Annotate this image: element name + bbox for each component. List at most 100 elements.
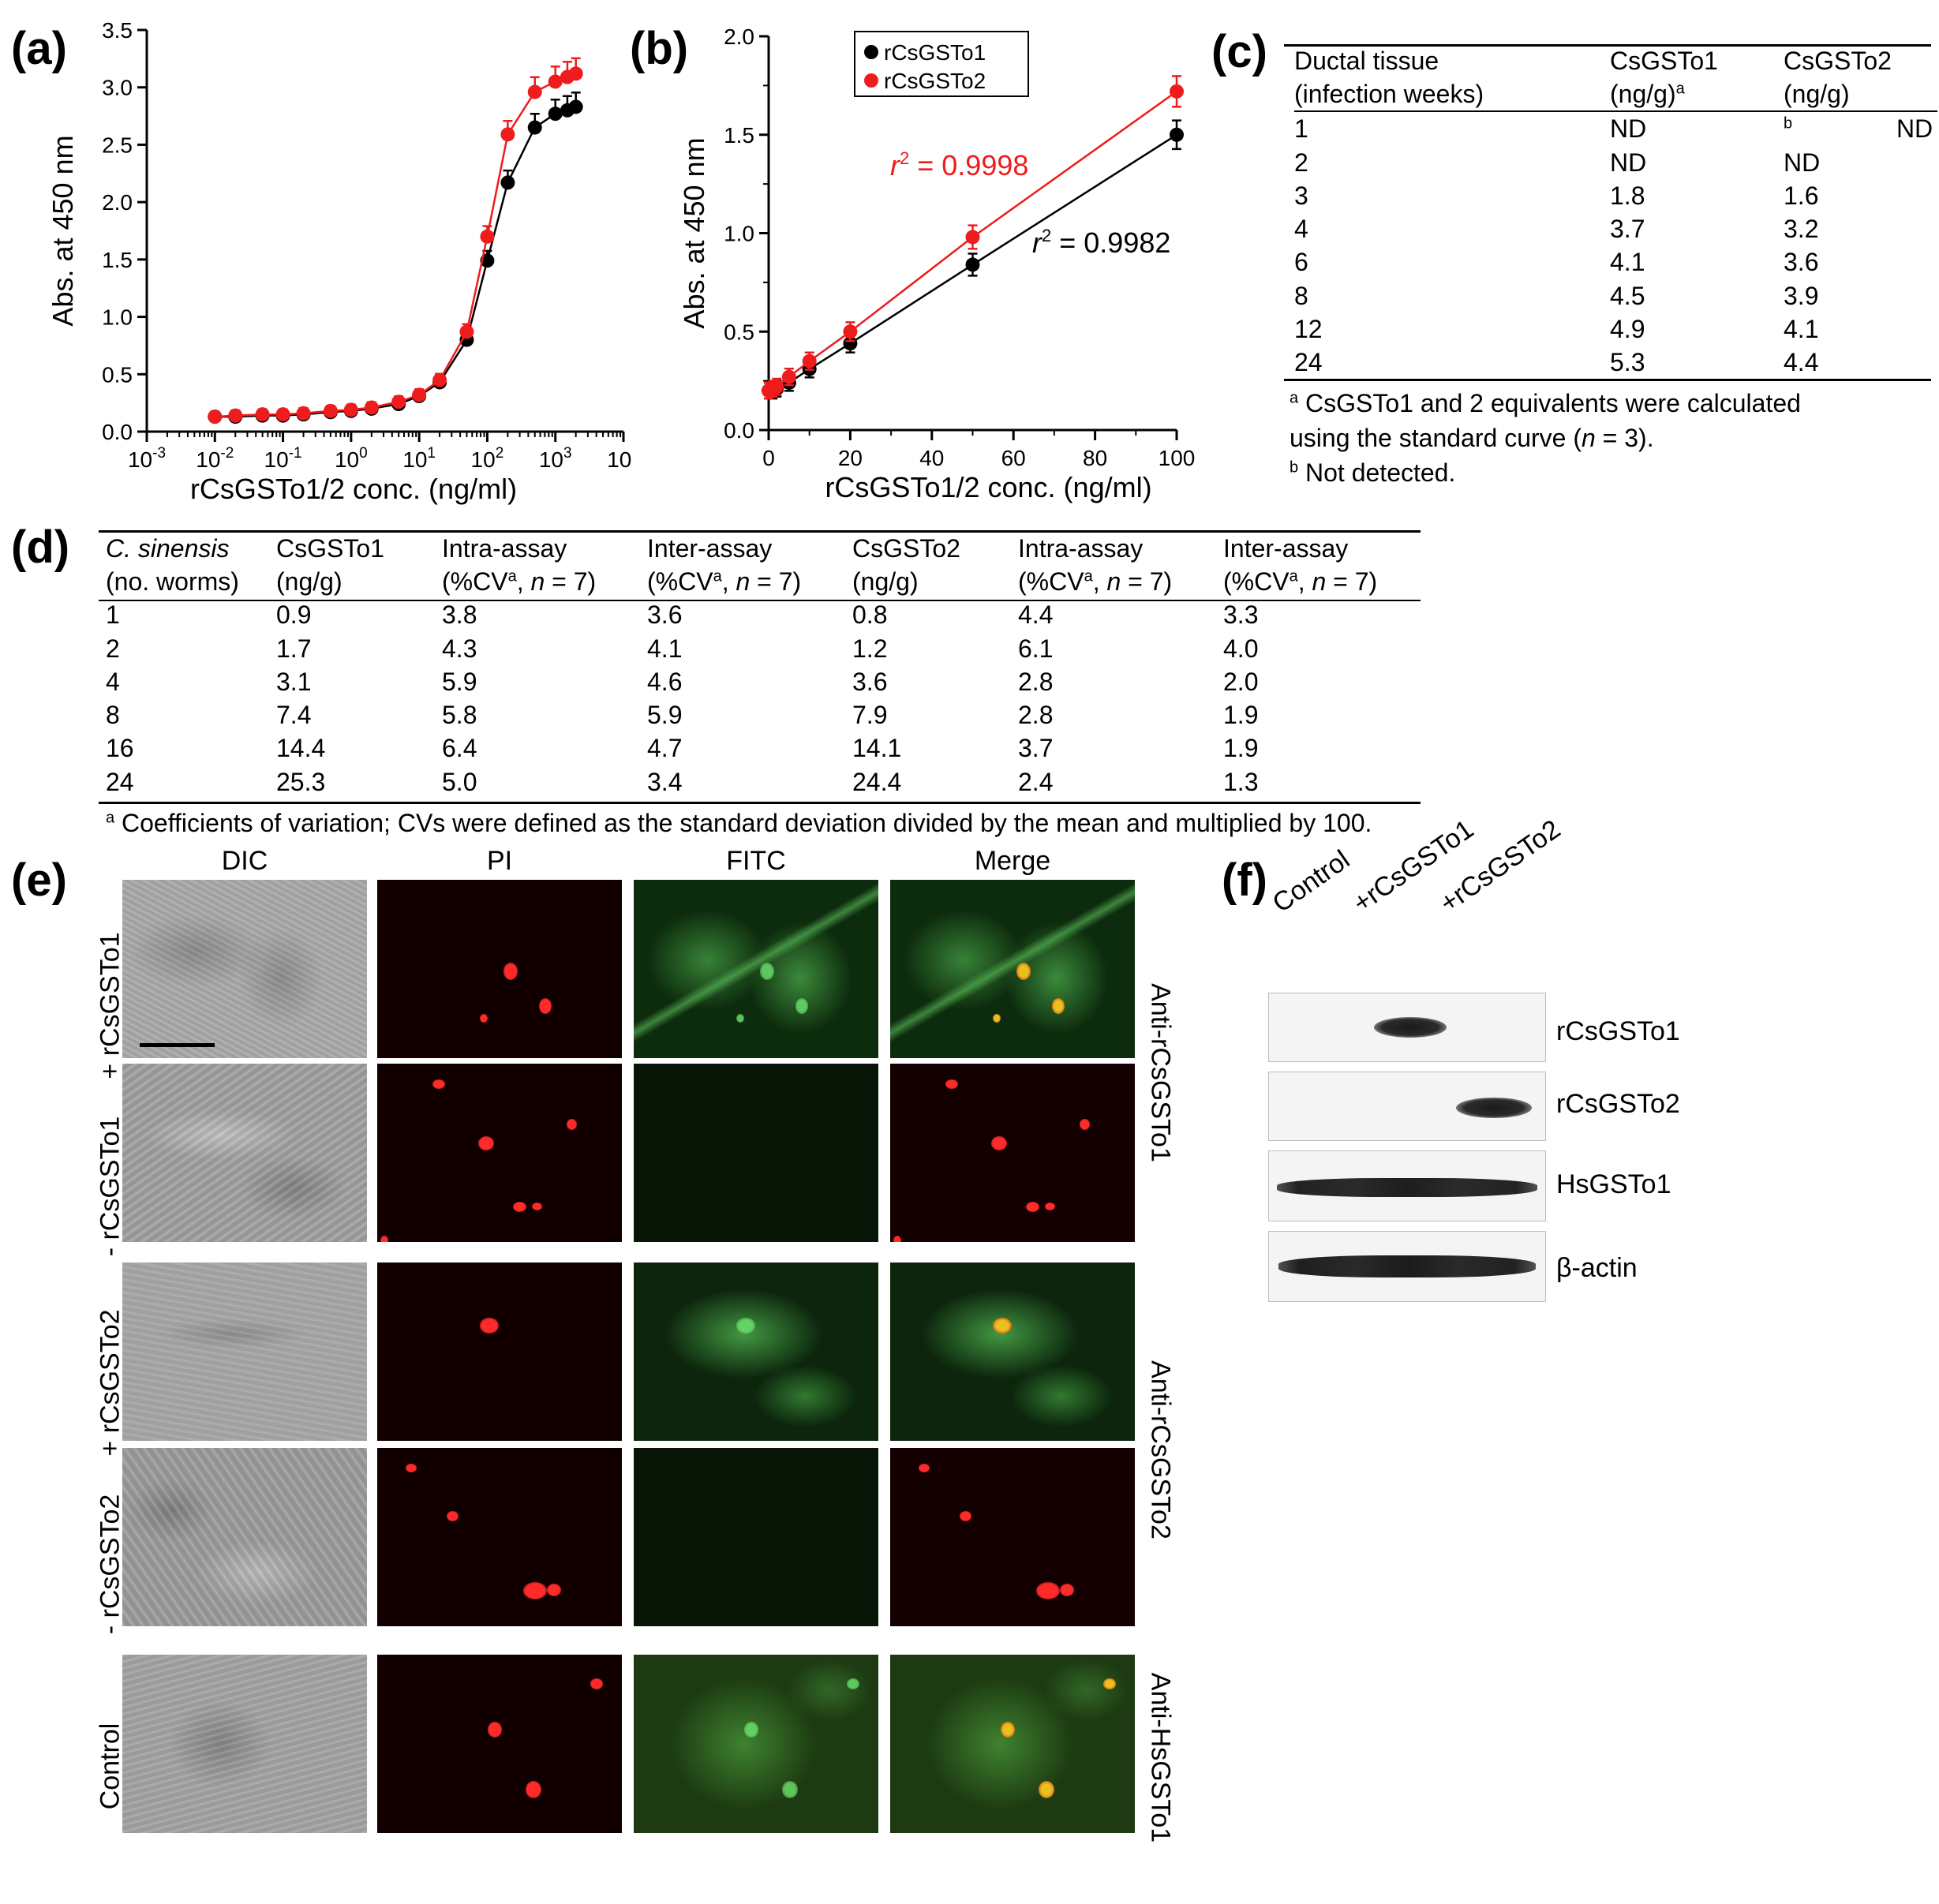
- table-c-cell: 2: [1294, 148, 1308, 177]
- data-point-2: [843, 324, 858, 339]
- cv-n: n: [1106, 567, 1121, 597]
- data-point-2: [459, 324, 474, 339]
- table-c-row: 12 4.9 4.1: [1294, 312, 1937, 346]
- footnote-text: Not detected.: [1298, 458, 1456, 487]
- footnote-marker: b: [1784, 114, 1793, 133]
- x-tick-label: 104: [607, 445, 631, 472]
- cell-nucleus: [380, 1236, 388, 1242]
- cell-nucleus: [960, 1511, 971, 1521]
- y-tick-label: 2.0: [102, 190, 133, 215]
- cell-nucleus: [736, 1318, 755, 1334]
- data-point-2: [391, 395, 406, 410]
- legend-marker: [864, 73, 878, 88]
- table-c-top-rule: [1284, 44, 1931, 47]
- y-tick-label: 0.0: [724, 418, 754, 443]
- cell-nucleus: [760, 963, 774, 980]
- cell-nucleus: [1045, 1203, 1055, 1210]
- cell-nucleus: [744, 1722, 758, 1738]
- antibody-label-anti-hsgsto1: Anti-HsGSTo1: [1145, 1672, 1176, 1843]
- table-c-header-text: (ng/g): [1610, 80, 1676, 109]
- cell-nucleus: [480, 1318, 499, 1334]
- x-tick-label: 20: [838, 446, 863, 470]
- cell-nucleus: [523, 1582, 547, 1599]
- footnote-marker: a: [1675, 80, 1685, 98]
- table-d-header-cell: Inter-assay: [1223, 534, 1349, 563]
- row-label-control: Control: [95, 1723, 125, 1810]
- table-d-top-rule: [99, 530, 1421, 533]
- cell-nucleus: [1036, 1582, 1060, 1599]
- legend: rCsGSTo1 rCsGSTo2: [854, 31, 1029, 97]
- table-c-cell: 6: [1294, 248, 1308, 277]
- data-point-2: [802, 353, 817, 368]
- table-c-cell: ND: [1610, 114, 1647, 144]
- x-tick-label: 40: [919, 446, 944, 470]
- blot-label-rcsgsto1: rCsGSTo1: [1556, 1016, 1680, 1046]
- data-point-2: [1170, 84, 1184, 99]
- row-label-minus-rcsgsto1: - rCsGSTo1: [95, 1116, 125, 1257]
- blot-label-hsgsto1: HsGSTo1: [1556, 1169, 1671, 1199]
- micrograph-dic: [122, 1262, 367, 1441]
- footnote-n: n: [1581, 424, 1596, 452]
- x-tick-label: 10-1: [264, 445, 302, 472]
- micrograph-fitc: [634, 880, 878, 1058]
- cv-text: = 7): [1121, 567, 1173, 597]
- y-tick-label: 0.5: [102, 362, 133, 387]
- y-tick-label: 0.5: [724, 320, 754, 344]
- table-d-header-cell: (%CVa, n = 7): [1018, 565, 1223, 598]
- row-label-minus-rcsgsto2: - rCsGSTo2: [95, 1494, 125, 1635]
- table-d-cell: 14.1: [852, 734, 902, 763]
- cell-nucleus: [526, 1781, 541, 1798]
- panel-label-b: (b): [630, 23, 689, 74]
- footnote-marker: a: [106, 809, 115, 827]
- x-tick-label: 0: [762, 446, 775, 470]
- y-tick-label: 0.0: [102, 420, 133, 444]
- table-d-header-cell: Intra-assay: [1018, 534, 1144, 563]
- micrograph-fitc: [634, 1448, 878, 1626]
- table-d-cell: 4.4: [1018, 600, 1054, 630]
- table-c-cell: ND: [1896, 114, 1933, 144]
- data-point-2: [480, 229, 495, 244]
- scale-bar: [140, 1043, 215, 1047]
- table-c-cell: 4: [1294, 215, 1308, 244]
- x-tick-label: 102: [471, 445, 504, 472]
- footnote-text: Coefficients of variation; CVs were defi…: [114, 809, 1372, 837]
- y-tick-label: 3.5: [102, 18, 133, 43]
- data-point-1: [1170, 127, 1184, 142]
- panel-label-a: (a): [11, 23, 67, 74]
- x-axis-label: rCsGSTo1/2 conc. (ng/ml): [825, 471, 1151, 503]
- table-d-header-cell: Inter-assay: [647, 534, 773, 563]
- series-line-1: [215, 106, 577, 418]
- table-c-header-cell: (infection weeks): [1294, 80, 1484, 109]
- table-c-row: 4 3.7 3.2: [1294, 212, 1937, 245]
- data-point-2: [296, 406, 311, 421]
- footnote-marker: b: [1290, 458, 1299, 477]
- table-d-bottom-rule: [99, 802, 1421, 804]
- cv-text: ,: [1092, 567, 1107, 597]
- table-c-header-cell: CsGSTo2: [1784, 47, 1892, 75]
- micrograph-fitc: [634, 1655, 878, 1833]
- cv-text: (%CV: [442, 567, 508, 597]
- data-point-2: [323, 403, 338, 418]
- table-d-header-cell: Intra-assay: [442, 534, 567, 563]
- panel-label-d: (d): [11, 522, 70, 573]
- table-d-header-rule: [99, 600, 1421, 601]
- cell-nucleus: [1060, 1584, 1074, 1596]
- micrograph-dic: [122, 1655, 367, 1833]
- table-d-cell: 4.6: [647, 667, 683, 696]
- table-d-cell: 6.1: [1018, 634, 1054, 663]
- footnote-marker: a: [713, 567, 722, 585]
- species-name: C. sinensis: [106, 534, 230, 563]
- western-band: [1278, 1255, 1536, 1277]
- table-d-cell: 1.9: [1223, 701, 1259, 730]
- table-c-cell: 4.4: [1784, 348, 1819, 377]
- table-d-cell: 3.7: [1018, 734, 1054, 763]
- micrograph-fitc: [634, 1262, 878, 1441]
- footnote-marker: a: [1290, 389, 1299, 407]
- footnote-text: CsGSTo1 and 2 equivalents were calculate…: [1298, 389, 1801, 417]
- table-d-header-cell: C. sinensis: [106, 532, 276, 565]
- table-c-cell: 3.9: [1784, 281, 1819, 310]
- table-d-cell: 1.2: [852, 634, 888, 663]
- table-d-cell: 0.8: [852, 600, 888, 630]
- data-point-2: [769, 380, 784, 395]
- micrograph-pi: [377, 1262, 622, 1441]
